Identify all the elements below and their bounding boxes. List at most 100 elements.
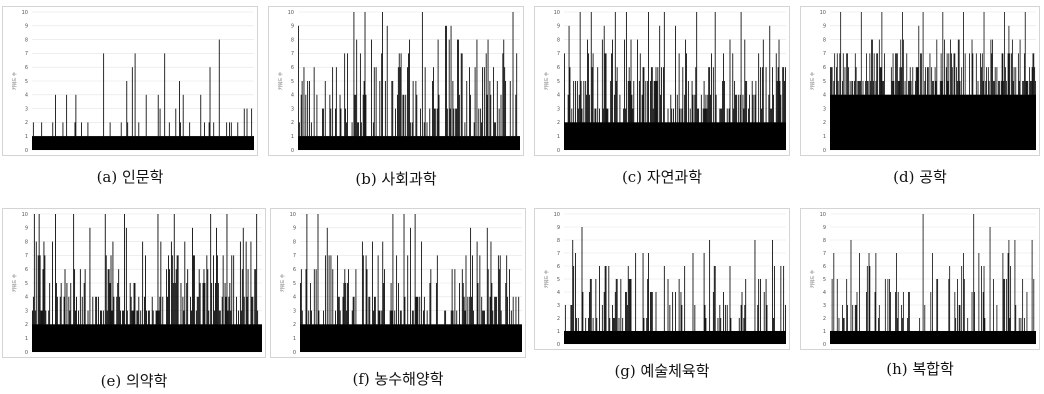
bar <box>144 296 145 352</box>
bar <box>714 12 716 150</box>
bar <box>433 67 434 150</box>
bar <box>692 253 694 344</box>
bar <box>724 305 726 344</box>
bar <box>216 255 218 352</box>
bar <box>98 296 99 352</box>
bar <box>42 269 44 352</box>
bar <box>616 279 618 344</box>
bar <box>421 12 423 150</box>
bar <box>780 266 782 344</box>
bar <box>353 12 355 150</box>
bar <box>579 12 581 150</box>
bar <box>772 240 773 344</box>
bar <box>338 296 340 352</box>
bar <box>134 283 136 352</box>
bar <box>402 94 404 150</box>
bar <box>515 94 517 150</box>
bar <box>493 67 495 150</box>
y-tick-label: 4 <box>291 93 294 99</box>
bar <box>936 279 938 344</box>
bar <box>251 108 253 150</box>
bar <box>479 255 481 352</box>
bar <box>573 266 575 344</box>
bar <box>246 108 248 150</box>
bar <box>691 81 693 150</box>
bar-base-band <box>300 324 522 352</box>
bar <box>1005 279 1007 344</box>
bar <box>663 266 665 344</box>
bar <box>878 305 880 344</box>
y-tick-label: 10 <box>290 212 296 218</box>
bar <box>301 81 303 150</box>
y-tick-label: 4 <box>823 93 826 99</box>
bar <box>390 283 392 352</box>
y-tick-label: 9 <box>291 24 294 30</box>
y-tick-label: 6 <box>25 267 28 273</box>
bar <box>884 279 886 344</box>
bar <box>659 25 661 150</box>
bar <box>630 39 632 150</box>
y-tick-label: 2 <box>557 316 560 322</box>
bar <box>252 296 254 352</box>
bar <box>166 269 168 352</box>
bar <box>324 255 326 352</box>
bar <box>59 296 61 352</box>
bar <box>400 53 402 150</box>
bar <box>642 67 644 150</box>
bar <box>343 283 345 352</box>
y-axis-label: 키워드 수 <box>11 72 18 90</box>
bar <box>129 283 131 352</box>
bar <box>405 94 407 150</box>
bar <box>186 283 188 352</box>
bar <box>740 12 742 150</box>
y-tick-label: 3 <box>823 106 826 112</box>
bar <box>246 296 248 352</box>
bar <box>485 53 487 150</box>
bar <box>490 241 492 352</box>
y-tick-label: 6 <box>25 65 28 71</box>
bar <box>458 94 460 150</box>
bar <box>611 53 613 150</box>
bar <box>712 292 714 344</box>
bar <box>650 81 651 150</box>
bar-base-band <box>298 136 520 150</box>
bar <box>482 67 483 150</box>
bar <box>694 305 696 344</box>
bar <box>729 266 731 344</box>
bar <box>209 67 211 150</box>
y-tick-label: 3 <box>293 308 296 314</box>
bar <box>908 292 909 344</box>
bar <box>568 25 570 150</box>
bar <box>901 305 903 344</box>
bar <box>465 255 467 352</box>
bar <box>446 25 447 150</box>
bar <box>1024 12 1026 150</box>
bar <box>576 81 578 150</box>
bar <box>118 269 120 352</box>
bar <box>206 255 208 352</box>
bar <box>133 283 135 352</box>
bar <box>776 81 778 150</box>
bar <box>831 279 833 344</box>
bar <box>224 283 226 352</box>
bar <box>207 269 209 352</box>
bar <box>777 67 779 150</box>
bar <box>604 266 606 344</box>
bar-base-band <box>830 94 1036 150</box>
y-tick-label: 8 <box>25 239 28 245</box>
bar <box>175 269 177 352</box>
bar <box>453 108 455 150</box>
y-tick-label: 10 <box>554 212 560 218</box>
chart-svg-h: 0 1 2 3 4 5 6 7 8 9 10 키워드 수 <box>800 208 1040 350</box>
bar <box>200 94 202 150</box>
bar <box>164 53 166 150</box>
bar <box>769 25 771 150</box>
bar <box>647 81 649 150</box>
bar <box>332 67 334 150</box>
bar <box>684 266 686 344</box>
bar <box>342 296 344 352</box>
bar <box>44 255 46 352</box>
bar <box>39 255 41 352</box>
bar <box>486 94 488 150</box>
bar <box>678 279 680 344</box>
